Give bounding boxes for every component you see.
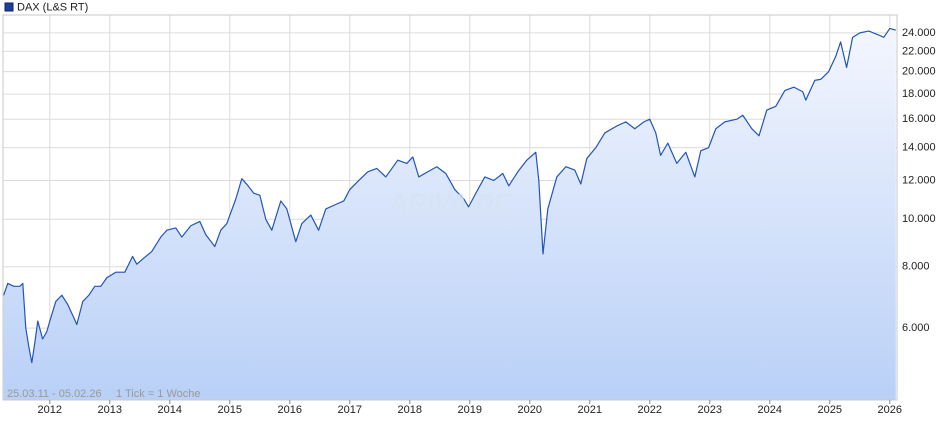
watermark: ARIVA.DE <box>388 188 512 218</box>
x-tick-label: 2012 <box>38 404 62 416</box>
x-tick-label: 2026 <box>878 404 902 416</box>
plot <box>3 27 896 400</box>
legend-label: DAX (L&S RT) <box>17 1 88 13</box>
y-tick-label: 18.000 <box>902 88 936 100</box>
x-tick-label: 2017 <box>338 404 362 416</box>
y-tick-label: 20.000 <box>902 66 936 78</box>
x-tick-label: 2020 <box>518 404 542 416</box>
y-tick-label: 24.000 <box>902 27 936 39</box>
y-tick-label: 8.000 <box>902 261 930 273</box>
line <box>3 27 896 364</box>
x-tick-label: 2018 <box>398 404 422 416</box>
y-tick-label: 12.000 <box>902 174 936 186</box>
x-tick-label: 2022 <box>638 404 662 416</box>
y-tick-label: 14.000 <box>902 142 936 154</box>
x-tick-label: 2019 <box>458 404 482 416</box>
x-tick-label: 2014 <box>158 404 182 416</box>
x-tick-label: 2021 <box>578 404 602 416</box>
x-tick-label: 2013 <box>98 404 122 416</box>
y-tick-label: 16.000 <box>902 113 936 125</box>
x-tick-label: 2025 <box>818 404 842 416</box>
x-tick-label: 2015 <box>218 404 242 416</box>
x-tick-label: 2016 <box>278 404 302 416</box>
y-tick-label: 6.000 <box>902 322 930 334</box>
area <box>3 28 896 400</box>
range-label: 25.03.11 - 05.02.26 <box>7 388 102 400</box>
y-tick-label: 10.000 <box>902 213 936 225</box>
tick-info: 1 Tick = 1 Woche <box>116 388 200 400</box>
x-tick-label: 2023 <box>698 404 722 416</box>
legend-swatch <box>4 2 14 12</box>
x-tick-label: 2024 <box>758 404 782 416</box>
plot-border <box>2 14 898 401</box>
y-tick-label: 22.000 <box>902 45 936 57</box>
